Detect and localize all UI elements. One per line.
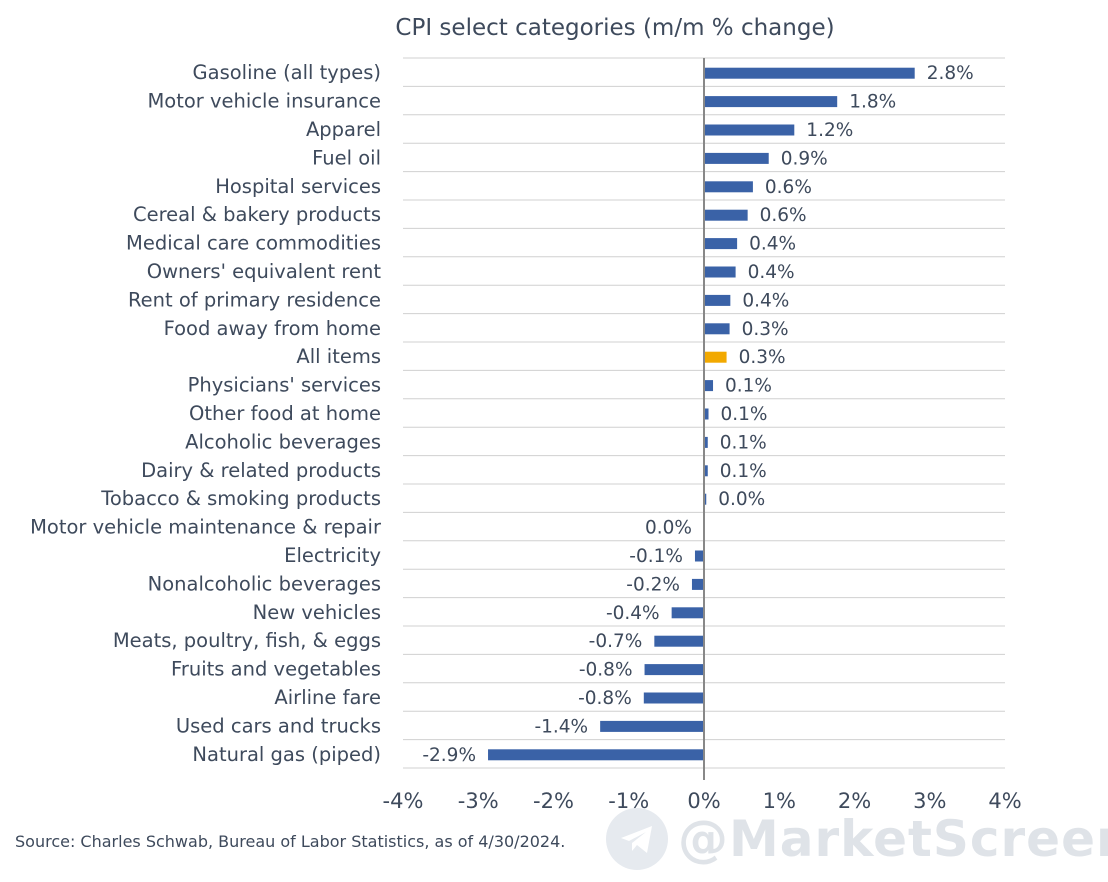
bar: [671, 607, 704, 619]
bar: [694, 550, 704, 562]
bar: [704, 294, 731, 306]
category-label: Cereal & bakery products: [133, 203, 381, 226]
bar: [704, 408, 709, 420]
category-label: Owners' equivalent rent: [147, 260, 382, 283]
category-label: Airline fare: [274, 686, 381, 709]
category-label: All items: [296, 345, 381, 368]
data-label: 2.8%: [927, 63, 974, 84]
chart-title: CPI select categories (m/m % change): [395, 15, 834, 41]
category-label: Other food at home: [189, 402, 381, 425]
category-label: Apparel: [306, 118, 381, 141]
category-label: Nonalcoholic beverages: [148, 572, 381, 595]
data-label: 1.2%: [806, 120, 853, 141]
x-tick-label: 0%: [687, 789, 720, 813]
data-label: 0.4%: [742, 290, 789, 311]
data-label: 0.4%: [748, 262, 795, 283]
category-label: Food away from home: [164, 317, 381, 340]
data-label: 0.1%: [721, 404, 768, 425]
data-label: 0.6%: [765, 177, 812, 198]
data-label: -1.4%: [534, 716, 588, 737]
category-label: Fuel oil: [312, 146, 381, 169]
x-tick-label: 2%: [838, 789, 871, 813]
bar: [488, 749, 704, 761]
data-label: 0.3%: [742, 319, 789, 340]
category-label: Gasoline (all types): [193, 61, 381, 84]
category-label: Rent of primary residence: [128, 288, 381, 311]
data-label: -0.8%: [579, 660, 633, 681]
data-label: 0.0%: [645, 518, 692, 539]
category-label: Dairy & related products: [141, 459, 381, 482]
watermark-text: @MarketScreen: [678, 810, 1108, 868]
category-label: Motor vehicle insurance: [147, 90, 381, 113]
bar: [704, 380, 714, 392]
bar: [643, 692, 704, 704]
data-label: -0.8%: [578, 688, 632, 709]
bar: [704, 323, 730, 335]
x-tick-label: 3%: [913, 789, 946, 813]
x-tick-label: -2%: [533, 789, 574, 813]
data-label: -0.1%: [629, 546, 683, 567]
bar: [704, 266, 736, 278]
data-label: 0.4%: [749, 234, 796, 255]
category-label: Tobacco & smoking products: [100, 487, 381, 510]
bar: [654, 635, 704, 647]
data-label: 0.1%: [725, 376, 772, 397]
data-label: -0.2%: [626, 574, 680, 595]
data-label: 0.6%: [760, 205, 807, 226]
bar: [704, 351, 727, 363]
source-note: Source: Charles Schwab, Bureau of Labor …: [15, 832, 566, 851]
category-label: Hospital services: [215, 175, 381, 198]
category-label: Alcoholic beverages: [185, 430, 381, 453]
x-tick-label: 1%: [763, 789, 796, 813]
bar: [644, 664, 704, 676]
bar: [691, 578, 704, 590]
category-label: Fruits and vegetables: [171, 658, 381, 681]
bar: [600, 720, 704, 732]
data-label: 0.9%: [781, 148, 828, 169]
bar: [704, 465, 708, 477]
data-label: 0.1%: [720, 432, 767, 453]
data-label: -2.9%: [422, 745, 476, 766]
bar: [704, 124, 795, 136]
data-label: 0.1%: [720, 461, 767, 482]
bar: [704, 436, 708, 448]
category-label: Medical care commodities: [126, 232, 381, 255]
data-label: 0.3%: [739, 347, 786, 368]
data-label: 0.0%: [718, 489, 765, 510]
category-label: Physicians' services: [188, 374, 381, 397]
x-tick-label: 4%: [988, 789, 1021, 813]
bar: [704, 493, 707, 505]
category-label: New vehicles: [253, 601, 381, 624]
bar: [704, 96, 838, 108]
category-label: Used cars and trucks: [176, 714, 381, 737]
data-label: -0.7%: [589, 631, 643, 652]
category-label: Electricity: [284, 544, 381, 567]
x-tick-label: -3%: [458, 789, 499, 813]
data-label: 1.8%: [849, 92, 896, 113]
category-label: Natural gas (piped): [192, 743, 381, 766]
bar: [704, 67, 915, 79]
category-label: Meats, poultry, fish, & eggs: [113, 629, 381, 652]
category-label: Motor vehicle maintenance & repair: [30, 516, 382, 539]
bar: [704, 181, 753, 193]
bar: [704, 238, 738, 250]
data-label: -0.4%: [606, 603, 660, 624]
watermark: @MarketScreen: [606, 808, 1108, 870]
telegram-icon: [606, 808, 668, 870]
bar: [704, 209, 748, 221]
bar: [704, 152, 769, 164]
x-tick-label: -4%: [383, 789, 424, 813]
